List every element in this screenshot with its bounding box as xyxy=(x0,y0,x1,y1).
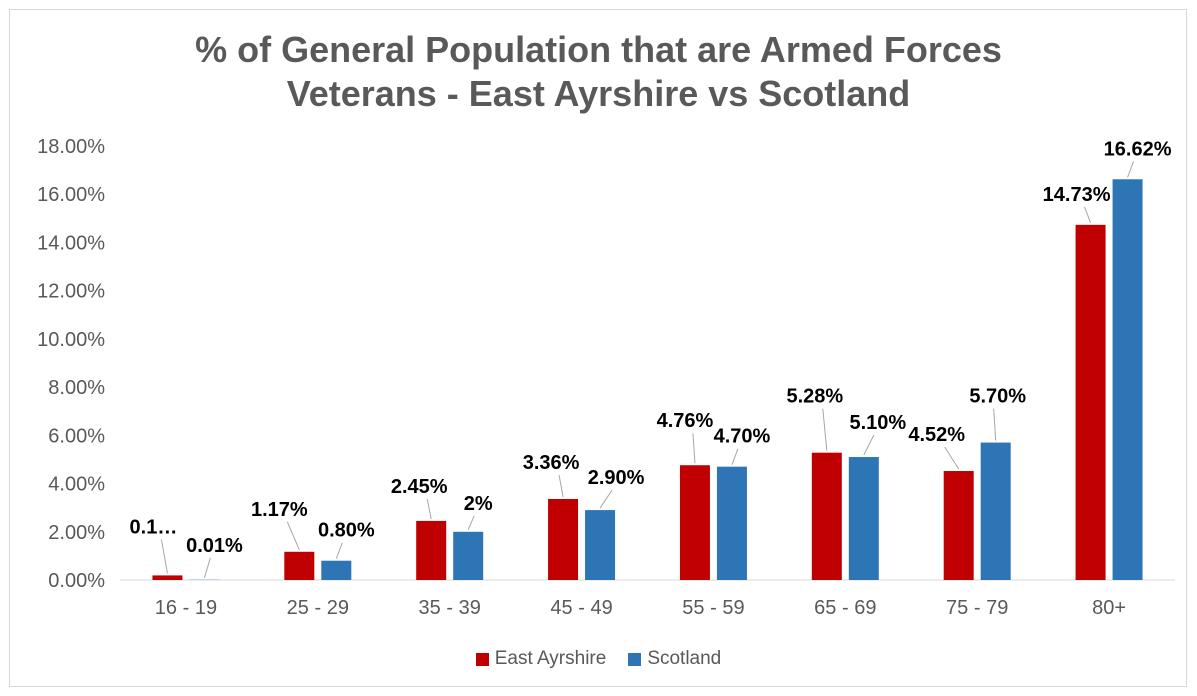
bar-scotland xyxy=(980,442,1011,580)
data-label-scotland: 2.90% xyxy=(588,467,645,489)
data-label-scotland: 0.01% xyxy=(186,535,243,557)
legend-swatch-east-ayrshire xyxy=(475,652,489,666)
x-tick-label: 45 - 49 xyxy=(550,597,612,619)
bar-east-ayrshire xyxy=(811,452,842,580)
bar-east-ayrshire xyxy=(548,498,579,580)
bar-scotland xyxy=(585,510,616,580)
data-label-leader xyxy=(1127,161,1135,178)
bar-scotland xyxy=(848,457,879,580)
data-label-leader xyxy=(1084,206,1092,224)
data-label-leader xyxy=(692,433,696,464)
data-label-east-ayrshire: 0.1… xyxy=(130,516,178,538)
data-label-leader xyxy=(863,434,875,456)
data-label-east-ayrshire: 4.52% xyxy=(908,424,965,446)
bar-east-ayrshire xyxy=(152,575,183,580)
data-label-scotland: 16.62% xyxy=(1104,138,1172,160)
chart-title-line-2: Veterans - East Ayrshire vs Scotland xyxy=(286,73,911,114)
data-label-east-ayrshire: 4.76% xyxy=(657,410,714,432)
x-tick-label: 16 - 19 xyxy=(155,597,217,619)
chart-legend: East Ayrshire Scotland xyxy=(0,648,1197,670)
data-label-leader xyxy=(286,521,300,550)
data-label-leader xyxy=(731,448,739,465)
chart-title: % of General Population that are Armed F… xyxy=(0,28,1197,116)
data-label-leader xyxy=(599,489,613,509)
bar-scotland xyxy=(321,560,352,580)
data-label-east-ayrshire: 3.36% xyxy=(523,452,580,474)
data-label-east-ayrshire: 2.45% xyxy=(391,476,448,498)
data-label-leader xyxy=(993,408,997,441)
data-label-leader xyxy=(335,542,343,559)
data-label-scotland: 4.70% xyxy=(714,426,771,448)
data-label-leader xyxy=(203,557,211,578)
bar-scotland xyxy=(453,531,484,580)
data-label-east-ayrshire: 1.17% xyxy=(251,499,308,521)
chart-title-line-1: % of General Population that are Armed F… xyxy=(195,29,1002,70)
data-label-scotland: 5.10% xyxy=(849,412,906,434)
data-label-east-ayrshire: 14.73% xyxy=(1043,184,1111,206)
legend-label-east-ayrshire: East Ayrshire xyxy=(494,648,607,669)
y-tick-label: 6.00% xyxy=(48,425,105,447)
bar-east-ayrshire xyxy=(943,471,974,580)
bar-scotland xyxy=(1112,179,1143,581)
data-label-scotland: 2% xyxy=(464,493,493,515)
bar-scotland xyxy=(716,466,747,580)
data-label-leader xyxy=(944,446,960,470)
data-label-east-ayrshire: 5.28% xyxy=(786,386,843,408)
y-tick-label: 18.00% xyxy=(37,136,105,158)
y-tick-label: 12.00% xyxy=(37,281,105,303)
y-tick-label: 2.00% xyxy=(48,522,105,544)
legend-swatch-scotland xyxy=(628,652,642,666)
data-label-leader xyxy=(558,474,564,498)
y-tick-label: 4.00% xyxy=(48,474,105,496)
x-tick-label: 35 - 39 xyxy=(419,597,481,619)
bar-east-ayrshire xyxy=(679,465,710,580)
legend-item-scotland: Scotland xyxy=(628,648,721,670)
y-tick-label: 16.00% xyxy=(37,184,105,206)
data-label-scotland: 5.70% xyxy=(969,386,1026,408)
chart-frame xyxy=(9,9,1187,687)
data-label-leader xyxy=(467,515,475,530)
bar-east-ayrshire xyxy=(284,551,315,580)
bar-east-ayrshire xyxy=(416,520,447,580)
y-tick-label: 10.00% xyxy=(37,329,105,351)
x-tick-label: 55 - 59 xyxy=(682,597,744,619)
y-tick-label: 14.00% xyxy=(37,232,105,254)
legend-label-scotland: Scotland xyxy=(647,648,722,669)
data-label-leader xyxy=(160,539,168,574)
y-tick-label: 8.00% xyxy=(48,377,105,399)
bar-east-ayrshire xyxy=(1075,224,1106,581)
legend-item-east-ayrshire: East Ayrshire xyxy=(475,648,607,670)
x-tick-label: 75 - 79 xyxy=(946,597,1008,619)
x-tick-label: 25 - 29 xyxy=(287,597,349,619)
y-tick-label: 0.00% xyxy=(48,570,105,592)
x-tick-label: 80+ xyxy=(1092,597,1126,619)
data-label-leader xyxy=(426,498,432,520)
x-tick-label: 65 - 69 xyxy=(814,597,876,619)
data-label-scotland: 0.80% xyxy=(318,520,375,542)
data-label-leader xyxy=(822,408,828,451)
